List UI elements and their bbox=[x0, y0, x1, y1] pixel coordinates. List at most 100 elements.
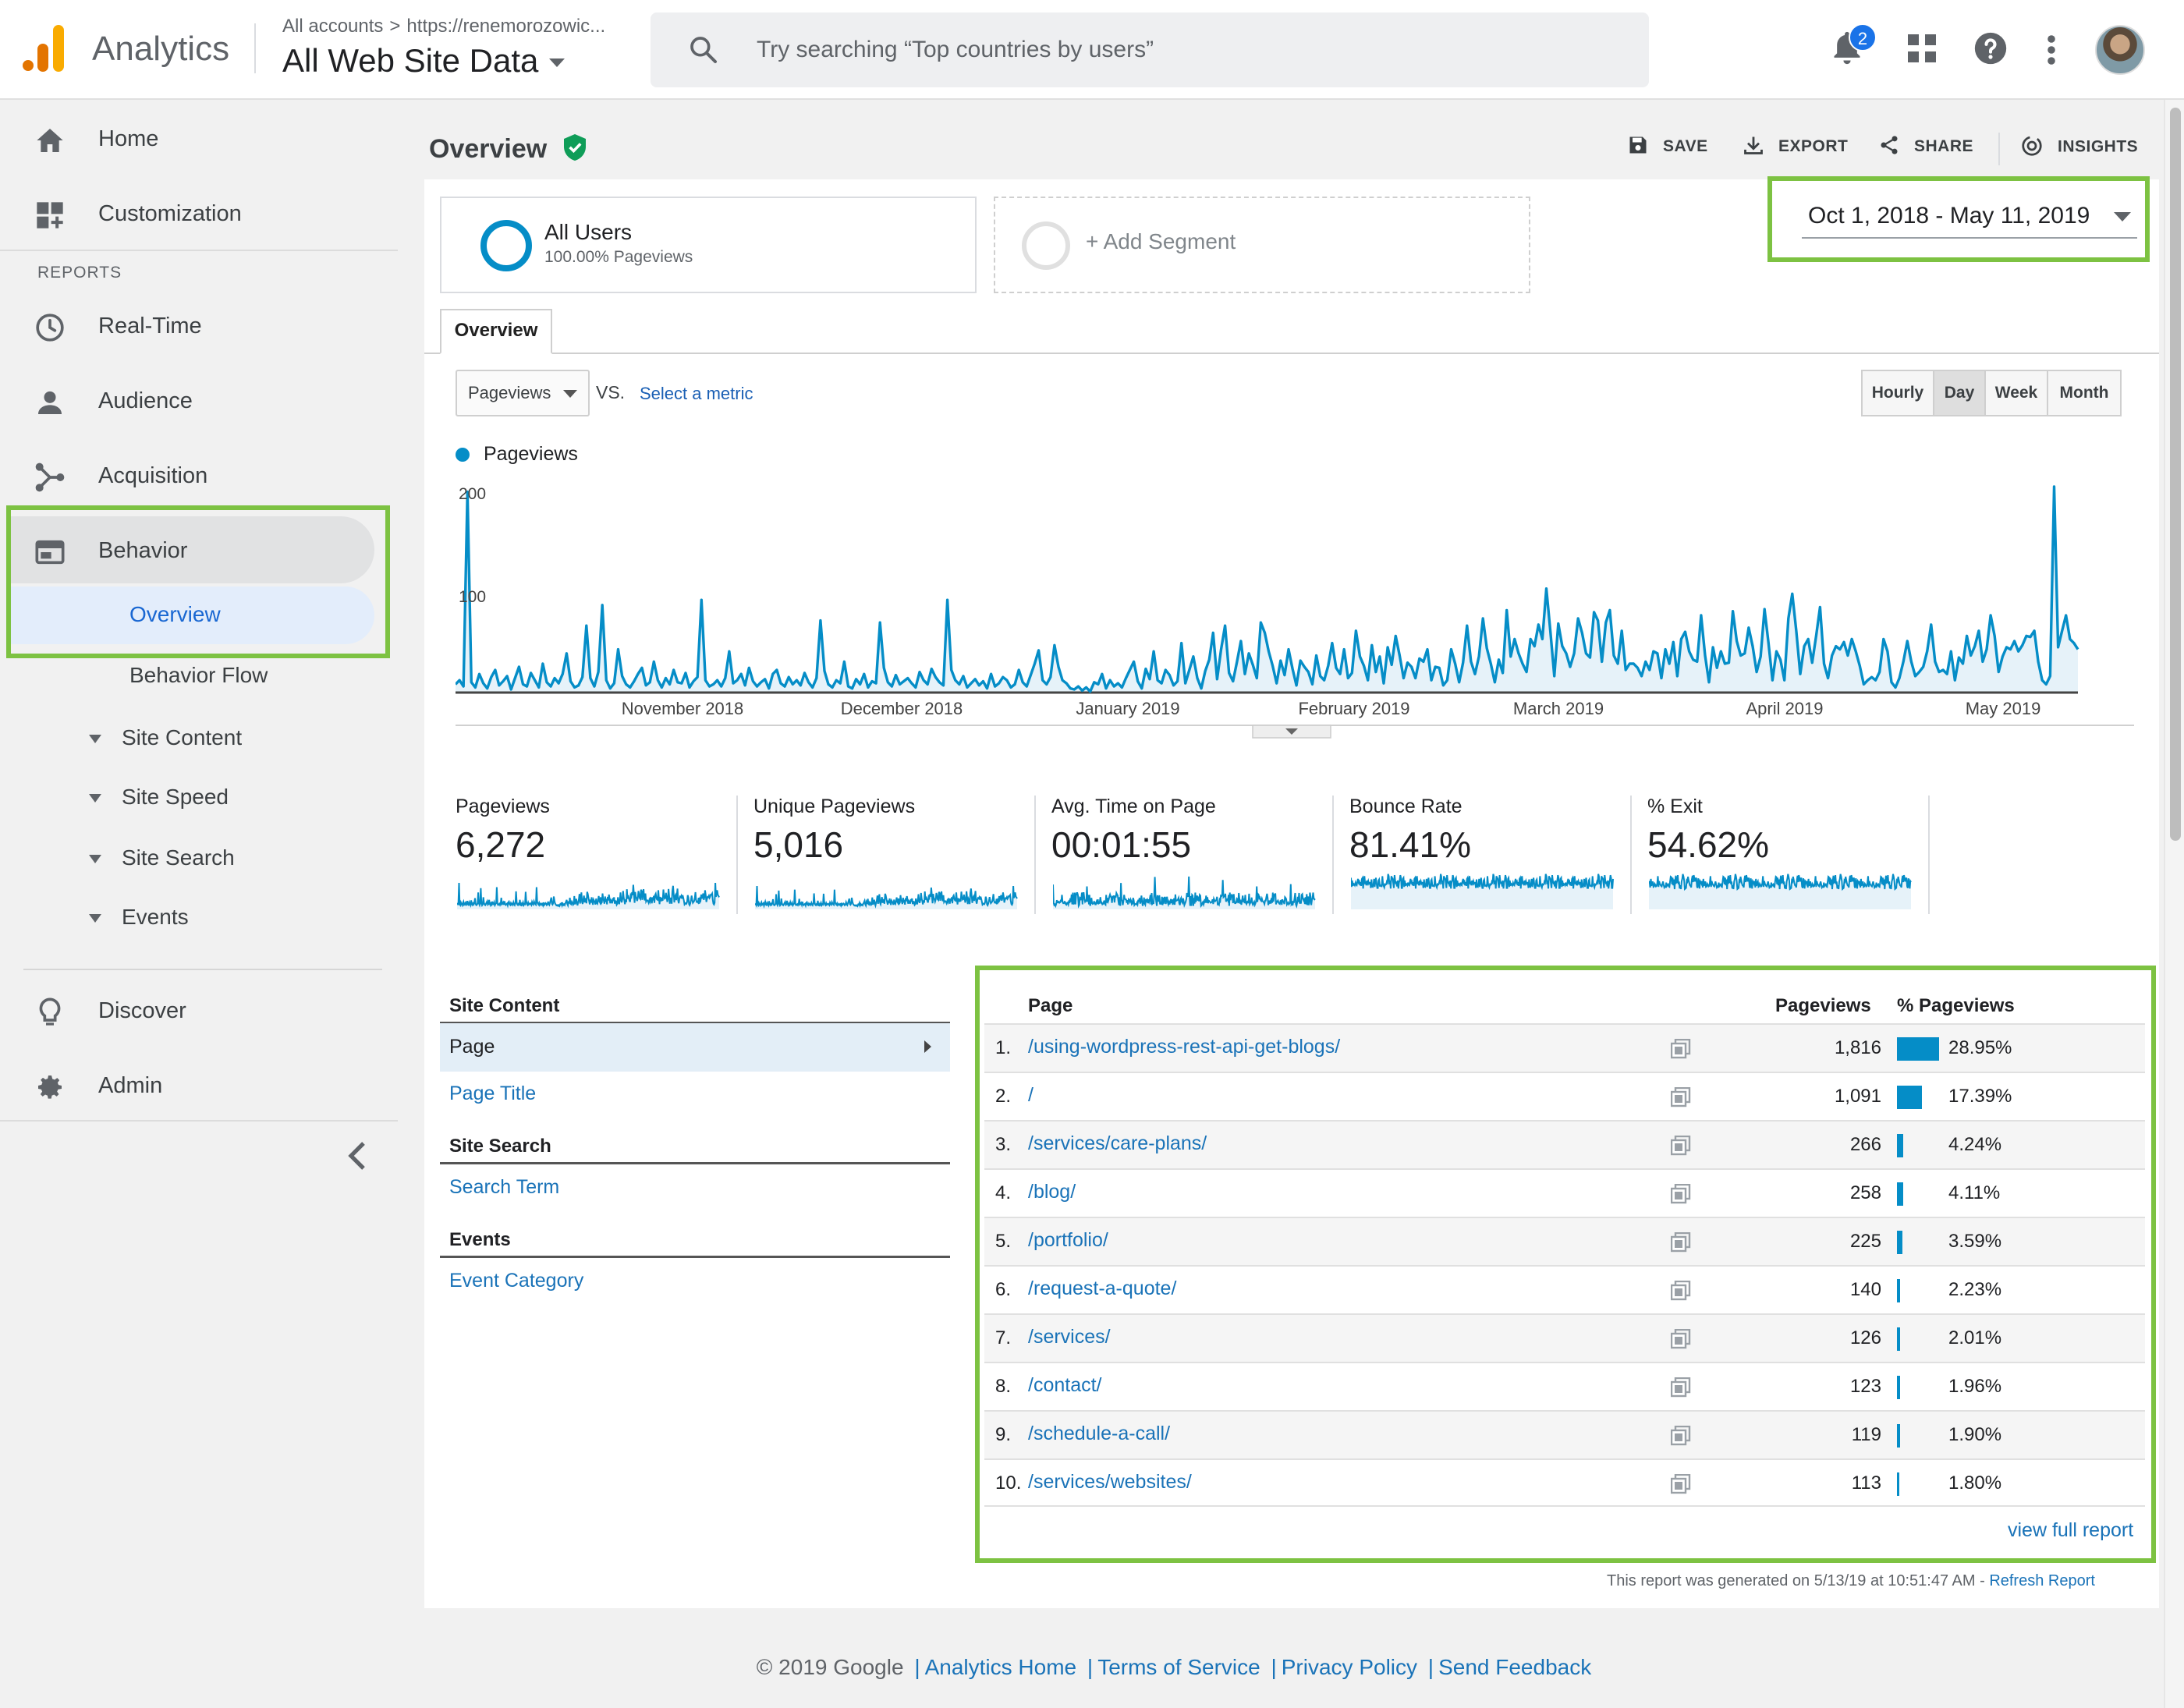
table-row[interactable]: 3. /services/care-plans/266 4.24% bbox=[984, 1120, 2145, 1168]
scorecard-bounce-rate[interactable]: Bounce Rate 81.41% bbox=[1349, 796, 1646, 914]
row-index: 5. bbox=[995, 1231, 1012, 1252]
sidebar-item-site-content[interactable]: Site Content bbox=[89, 725, 242, 750]
open-external-icon[interactable] bbox=[1671, 1087, 1691, 1107]
sidebar-item-acquisition[interactable]: Acquisition bbox=[0, 446, 398, 509]
scorecard-exit[interactable]: % Exit 54.62% bbox=[1647, 796, 1944, 914]
report-nav-page[interactable]: Page bbox=[440, 1023, 950, 1072]
open-external-icon[interactable] bbox=[1671, 1039, 1691, 1059]
footer-link-privacy[interactable]: Privacy Policy bbox=[1281, 1655, 1418, 1679]
select-metric-link[interactable]: Select a metric bbox=[640, 384, 753, 403]
scorecard-avg-time[interactable]: Avg. Time on Page 00:01:55 bbox=[1051, 796, 1348, 914]
caret-down-icon[interactable] bbox=[2114, 212, 2131, 221]
sidebar-divider bbox=[0, 1120, 398, 1122]
report-nav-page-title[interactable]: Page Title bbox=[449, 1083, 537, 1104]
page-path-link[interactable]: /services/care-plans/ bbox=[1028, 1132, 1207, 1154]
collapse-sidebar-icon[interactable] bbox=[346, 1140, 368, 1171]
table-header-page[interactable]: Page bbox=[1028, 995, 1073, 1016]
table-header-pct-pageviews[interactable]: % Pageviews bbox=[1897, 995, 2015, 1016]
sidebar-item-site-search[interactable]: Site Search bbox=[89, 845, 235, 870]
page-path-link[interactable]: /schedule-a-call/ bbox=[1028, 1423, 1171, 1444]
apps-grid-icon[interactable] bbox=[1908, 34, 1936, 62]
search-input[interactable] bbox=[757, 30, 1615, 70]
view-selector[interactable]: All Web Site Data bbox=[282, 42, 566, 80]
page-path-link[interactable]: /blog/ bbox=[1028, 1181, 1076, 1203]
granularity-hourly[interactable]: Hourly bbox=[1861, 370, 1934, 416]
report-nav-search-term[interactable]: Search Term bbox=[449, 1176, 560, 1198]
table-row[interactable]: 1. /using-wordpress-rest-api-get-blogs/1,… bbox=[984, 1023, 2145, 1072]
pageviews-line-chart[interactable]: 200 100 November 2018 December 2018 January … bbox=[456, 477, 2134, 758]
footer-link-terms[interactable]: Terms of Service bbox=[1097, 1655, 1260, 1679]
breadcrumb[interactable]: All accounts > https://renemorozowic... bbox=[282, 16, 605, 37]
report-generated-note: This report was generated on 5/13/19 at … bbox=[1607, 1572, 2095, 1590]
date-range-picker[interactable]: Oct 1, 2018 - May 11, 2019 bbox=[1808, 203, 2090, 229]
table-row[interactable]: 4. /blog/258 4.11% bbox=[984, 1168, 2145, 1217]
sidebar-item-realtime[interactable]: Real-Time bbox=[0, 296, 398, 359]
page-path-link[interactable]: /contact/ bbox=[1028, 1374, 1102, 1396]
refresh-report-link[interactable]: Refresh Report bbox=[1989, 1572, 2095, 1589]
page-scrollbar[interactable] bbox=[2164, 100, 2184, 1708]
page-path-link[interactable]: /portfolio/ bbox=[1028, 1229, 1108, 1251]
table-header-pageviews[interactable]: Pageviews bbox=[1775, 995, 1871, 1016]
footer-link-analytics-home[interactable]: Analytics Home bbox=[924, 1655, 1077, 1679]
row-index: 8. bbox=[995, 1376, 1012, 1397]
top-bar: Analytics All accounts > https://renemoroz… bbox=[0, 0, 2184, 100]
open-external-icon[interactable] bbox=[1671, 1329, 1691, 1349]
sidebar-item-behavior-flow[interactable]: Behavior Flow bbox=[129, 663, 268, 687]
export-button[interactable]: EXPORT bbox=[1743, 136, 1848, 156]
open-external-icon[interactable] bbox=[1671, 1474, 1691, 1494]
sidebar-item-admin[interactable]: Admin bbox=[0, 1056, 398, 1118]
page-path-link[interactable]: /request-a-quote/ bbox=[1028, 1277, 1177, 1299]
save-button[interactable]: SAVE bbox=[1627, 136, 1708, 156]
help-icon[interactable] bbox=[1973, 31, 2008, 66]
sidebar-item-discover[interactable]: Discover bbox=[0, 981, 398, 1044]
search-bar[interactable] bbox=[651, 12, 1649, 87]
open-external-icon[interactable] bbox=[1671, 1281, 1691, 1301]
open-external-icon[interactable] bbox=[1671, 1426, 1691, 1446]
insights-button[interactable]: INSIGHTS bbox=[2020, 136, 2138, 158]
sidebar-item-audience[interactable]: Audience bbox=[0, 371, 398, 434]
page-path-link[interactable]: / bbox=[1028, 1084, 1034, 1106]
table-row[interactable]: 9. /schedule-a-call/119 1.90% bbox=[984, 1410, 2145, 1458]
sidebar-item-behavior[interactable]: Behavior bbox=[0, 521, 398, 583]
sidebar-item-home[interactable]: Home bbox=[0, 109, 398, 172]
analytics-logo-icon[interactable] bbox=[22, 25, 66, 72]
share-button[interactable]: SHARE bbox=[1878, 136, 1973, 156]
sidebar-item-overview[interactable]: Overview bbox=[129, 602, 221, 626]
report-nav-event-category[interactable]: Event Category bbox=[449, 1270, 584, 1292]
open-external-icon[interactable] bbox=[1671, 1136, 1691, 1156]
avatar[interactable] bbox=[2095, 25, 2145, 75]
table-row[interactable]: 8. /contact/123 1.96% bbox=[984, 1362, 2145, 1410]
breadcrumb-account[interactable]: All accounts bbox=[282, 16, 384, 37]
segment-all-users[interactable]: All Users 100.00% Pageviews bbox=[440, 197, 977, 293]
page-path-link[interactable]: /services/websites/ bbox=[1028, 1471, 1192, 1493]
tab-overview[interactable]: Overview bbox=[440, 309, 552, 354]
sidebar-label-realtime: Real-Time bbox=[98, 314, 202, 338]
open-external-icon[interactable] bbox=[1671, 1377, 1691, 1398]
footer-link-feedback[interactable]: Send Feedback bbox=[1438, 1655, 1592, 1679]
scorecard-unique-pageviews[interactable]: Unique Pageviews 5,016 bbox=[753, 796, 1050, 914]
sidebar-item-site-speed[interactable]: Site Speed bbox=[89, 785, 229, 810]
granularity-month[interactable]: Month bbox=[2047, 370, 2122, 416]
page-path-link[interactable]: /using-wordpress-rest-api-get-blogs/ bbox=[1028, 1036, 1341, 1058]
table-row[interactable]: 10. /services/websites/113 1.80% bbox=[984, 1458, 2145, 1507]
granularity-day[interactable]: Day bbox=[1933, 370, 1986, 416]
table-row[interactable]: 7. /services/126 2.01% bbox=[984, 1313, 2145, 1362]
breadcrumb-property[interactable]: https://renemorozowic... bbox=[406, 16, 606, 37]
scorecard-divider bbox=[736, 796, 738, 914]
open-external-icon[interactable] bbox=[1671, 1232, 1691, 1253]
page-path-link[interactable]: /services/ bbox=[1028, 1326, 1111, 1348]
view-full-report-link[interactable]: view full report bbox=[2008, 1519, 2134, 1541]
table-row[interactable]: 5. /portfolio/225 3.59% bbox=[984, 1217, 2145, 1265]
metric-select[interactable]: Pageviews bbox=[456, 370, 590, 416]
sidebar-item-customization[interactable]: Customization bbox=[0, 184, 398, 246]
table-row[interactable]: 6. /request-a-quote/140 2.23% bbox=[984, 1265, 2145, 1313]
more-vert-icon[interactable] bbox=[2045, 34, 2058, 66]
scrollbar-thumb[interactable] bbox=[2170, 108, 2181, 841]
granularity-week[interactable]: Week bbox=[1984, 370, 2048, 416]
scorecard-pageviews[interactable]: Pageviews 6,272 bbox=[456, 796, 752, 914]
table-row[interactable]: 2. / 1,091 17.39% bbox=[984, 1072, 2145, 1120]
verified-shield-icon bbox=[563, 134, 586, 161]
add-segment-button[interactable]: + Add Segment bbox=[994, 197, 1530, 293]
sidebar-item-events[interactable]: Events bbox=[89, 905, 189, 930]
open-external-icon[interactable] bbox=[1671, 1184, 1691, 1204]
